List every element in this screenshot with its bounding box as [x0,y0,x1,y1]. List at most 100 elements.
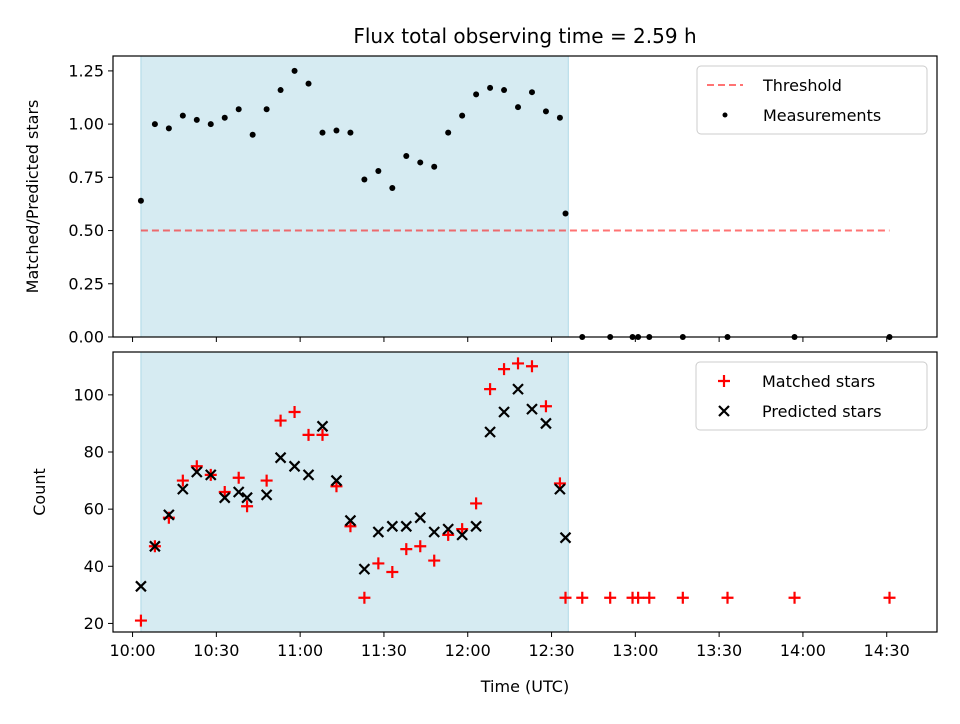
data-point [319,129,326,136]
data-point [498,406,510,418]
data-point [556,114,563,121]
data-point [135,580,147,593]
data-point [288,406,301,418]
y-tick-label: 0.75 [68,168,104,187]
data-point [361,176,368,183]
data-point [232,471,245,484]
data-point [177,483,189,495]
data-point [442,523,454,535]
data-point [386,566,399,578]
data-point [484,383,497,396]
data-point [263,106,270,113]
data-point [163,509,175,521]
data-point [316,428,329,441]
data-point [330,480,343,493]
data-point [333,127,340,134]
y-axis-label: Matched/Predicted stars [23,100,42,294]
y-tick-label: 1.00 [68,115,104,134]
data-point [241,491,253,504]
x-tick-label: 11:30 [361,641,407,660]
data-point [288,460,301,473]
data-point [151,121,158,128]
data-point [149,540,161,553]
data-point [372,526,385,538]
data-point [389,184,396,191]
data-point [249,131,256,138]
x-tick-label: 12:00 [445,641,491,660]
data-point [554,483,566,495]
data-point [456,529,468,541]
data-point [512,383,524,395]
data-point [498,363,511,376]
y-tick-label: 0.25 [68,274,104,293]
data-point [165,125,172,132]
data-point [632,591,645,604]
data-point [193,116,200,123]
x-tick-label: 12:30 [528,641,574,660]
data-point [459,112,466,119]
data-point [358,563,371,575]
x-tick-label: 14:30 [864,641,910,660]
data-point [539,400,552,413]
y-tick-label: 0.00 [68,328,104,347]
data-point [260,489,273,501]
data-point [344,514,357,527]
observing-window-span [140,55,569,338]
data-point [540,417,552,430]
data-point [431,163,438,170]
x-tick-label: 11:00 [277,641,323,660]
data-point [400,520,413,533]
data-point [291,67,298,74]
y-tick-label: 60 [84,500,104,519]
data-point [204,469,217,481]
data-point [414,511,427,524]
data-point [134,614,147,627]
data-point [559,531,572,544]
legend-label: Matched stars [762,372,875,391]
data-point [456,523,469,536]
data-point [372,557,385,570]
x-tick-label: 13:30 [696,641,742,660]
data-point [559,591,572,604]
data-point [528,89,535,96]
legend-label: Threshold [762,76,842,95]
data-point [235,106,242,113]
y-tick-label: 100 [73,385,104,404]
data-point [487,84,494,91]
data-point [221,114,228,121]
data-point [414,540,427,553]
data-point [470,520,482,533]
data-point [190,460,203,473]
data-point [176,474,189,487]
legend-box [695,361,928,431]
legend-marker [718,405,730,417]
y-tick-label: 20 [84,614,104,633]
data-point [358,591,371,604]
data-point [344,520,357,533]
data-point [260,474,273,487]
data-point [428,554,441,567]
data-point [207,121,214,128]
y-tick-label: 0.50 [68,221,104,240]
data-point [218,486,231,498]
data-point [232,486,245,498]
data-point [305,80,312,87]
legend-box [696,65,928,135]
y-tick-label: 40 [84,557,104,576]
x-tick-label: 13:00 [612,641,658,660]
series-matched-stars [134,357,896,627]
data-point [400,543,413,556]
data-point [417,159,424,166]
y-axis-label: Count [30,468,49,516]
data-point [191,466,203,478]
data-point [330,474,343,487]
data-point [137,197,144,204]
plot-frame [112,55,938,338]
data-point [576,591,589,604]
data-point [512,357,525,370]
data-point [277,87,284,94]
data-point [316,420,329,433]
x-tick-label: 10:00 [109,641,155,660]
